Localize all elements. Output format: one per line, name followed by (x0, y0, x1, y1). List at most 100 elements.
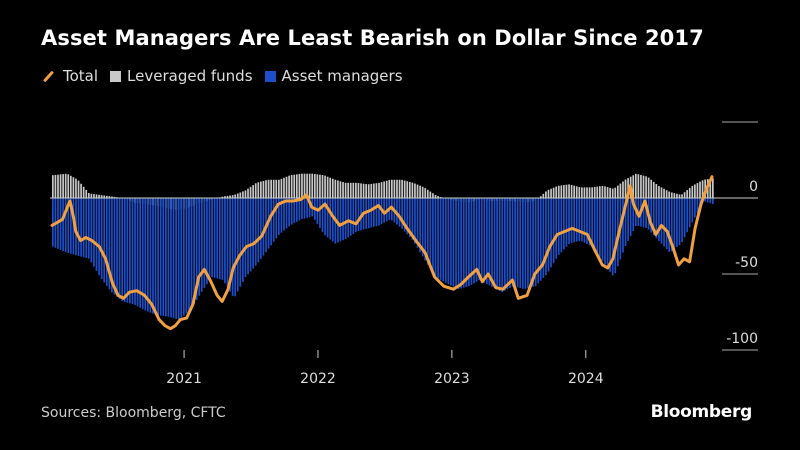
leveraged-bar (396, 179, 398, 198)
leveraged-bar (655, 184, 658, 198)
asset-managers-bar (529, 198, 532, 288)
leveraged-bar (393, 179, 396, 198)
asset-managers-bar (105, 198, 108, 286)
asset-managers-bar (439, 198, 442, 280)
leveraged-bar (663, 188, 665, 198)
asset-managers-bar (614, 198, 617, 274)
asset-managers-bar (460, 198, 463, 289)
leveraged-bar (632, 175, 635, 198)
asset-managers-bar (686, 198, 689, 233)
asset-managers-bar (103, 198, 106, 283)
leveraged-bar (557, 185, 560, 198)
leveraged-bar (370, 183, 373, 198)
leveraged-bar (606, 187, 609, 198)
asset-managers-bar (712, 198, 714, 205)
asset-managers-bar (306, 198, 308, 218)
asset-managers-bar (157, 198, 159, 316)
asset-managers-bar (583, 198, 586, 243)
leveraged-bar (619, 183, 622, 198)
asset-managers-bar (198, 198, 201, 296)
asset-managers-bar (593, 198, 596, 251)
asset-managers-bar (342, 198, 344, 241)
asset-managers-bar (642, 198, 645, 228)
leveraged-bar (660, 187, 663, 198)
leveraged-bar (560, 185, 563, 198)
asset-managers-bar (663, 198, 665, 247)
leveraged-bar (637, 174, 640, 198)
leveraged-bar (367, 184, 370, 198)
asset-managers-bar (447, 198, 450, 285)
asset-managers-bar (601, 198, 604, 261)
leveraged-bar (681, 194, 683, 198)
asset-managers-bar (121, 198, 124, 302)
asset-managers-bar (195, 198, 198, 300)
leveraged-bar (298, 173, 301, 198)
asset-managers-bar (339, 198, 342, 242)
asset-managers-bar (696, 198, 699, 213)
asset-managers-bar (480, 198, 483, 282)
asset-managers-bar (511, 198, 514, 287)
asset-managers-bar (347, 198, 350, 238)
legend: Total Leveraged funds Asset managers (42, 67, 415, 85)
asset-managers-bar (85, 198, 88, 259)
leveraged-bar (267, 179, 270, 198)
asset-managers-bar (170, 198, 172, 318)
leveraged-bar (54, 174, 57, 198)
legend-label-total: Total (63, 67, 99, 85)
leveraged-bar (642, 175, 645, 198)
leveraged-bar (360, 183, 362, 198)
asset-managers-bar (688, 198, 691, 228)
asset-managers-bar (506, 198, 509, 290)
asset-managers-bar (180, 198, 183, 318)
asset-managers-bar (537, 198, 540, 284)
leveraged-bar (342, 182, 344, 198)
y-tick-label: -100 (726, 331, 758, 347)
asset-managers-bar (144, 198, 147, 311)
leveraged-bar (437, 196, 439, 198)
leveraged-bar (221, 196, 224, 198)
asset-managers-bar (557, 198, 560, 255)
asset-managers-bar (288, 198, 290, 227)
asset-managers-bar (596, 198, 599, 254)
chart-title: Asset Managers Are Least Bearish on Doll… (41, 26, 704, 50)
asset-managers-bar (239, 198, 242, 287)
asset-managers-bar (329, 198, 332, 240)
leveraged-bar (683, 192, 686, 198)
asset-managers-bar (378, 198, 380, 226)
asset-managers-bar (141, 198, 144, 310)
asset-managers-bar (552, 198, 555, 264)
asset-managers-bar (69, 198, 72, 254)
leveraged-bar (75, 178, 77, 198)
leveraged-bar (709, 178, 712, 198)
asset-managers-bar (673, 198, 676, 250)
leveraged-bar (306, 173, 308, 198)
leveraged-bar (375, 183, 378, 198)
leveraged-bar (383, 181, 385, 198)
asset-managers-bar (254, 198, 257, 266)
asset-managers-bar (678, 198, 681, 246)
leveraged-bar (90, 193, 93, 198)
asset-managers-bar (401, 198, 403, 229)
leveraged-bar (69, 175, 72, 198)
asset-managers-bar (375, 198, 378, 227)
leveraged-bar (95, 194, 98, 198)
leveraged-bar (688, 187, 691, 198)
asset-managers-bar (468, 198, 470, 287)
leveraged-bar (283, 177, 285, 198)
leveraged-bar (236, 193, 239, 198)
asset-managers-bar (599, 198, 601, 258)
leveraged-bar (676, 193, 678, 198)
asset-managers-bar (118, 198, 121, 299)
asset-managers-bar (172, 198, 175, 319)
asset-managers-bar (455, 198, 457, 289)
asset-managers-bar (491, 198, 493, 287)
leveraged-bar (424, 188, 427, 198)
asset-managers-bar (645, 198, 647, 229)
leveraged-bar (622, 181, 624, 198)
leveraged-bar (52, 175, 54, 198)
asset-managers-bar (514, 198, 516, 287)
leveraged-bar (326, 176, 329, 198)
leveraged-bar (398, 179, 401, 198)
asset-managers-bar (527, 198, 529, 289)
leveraged-bar (588, 187, 591, 198)
